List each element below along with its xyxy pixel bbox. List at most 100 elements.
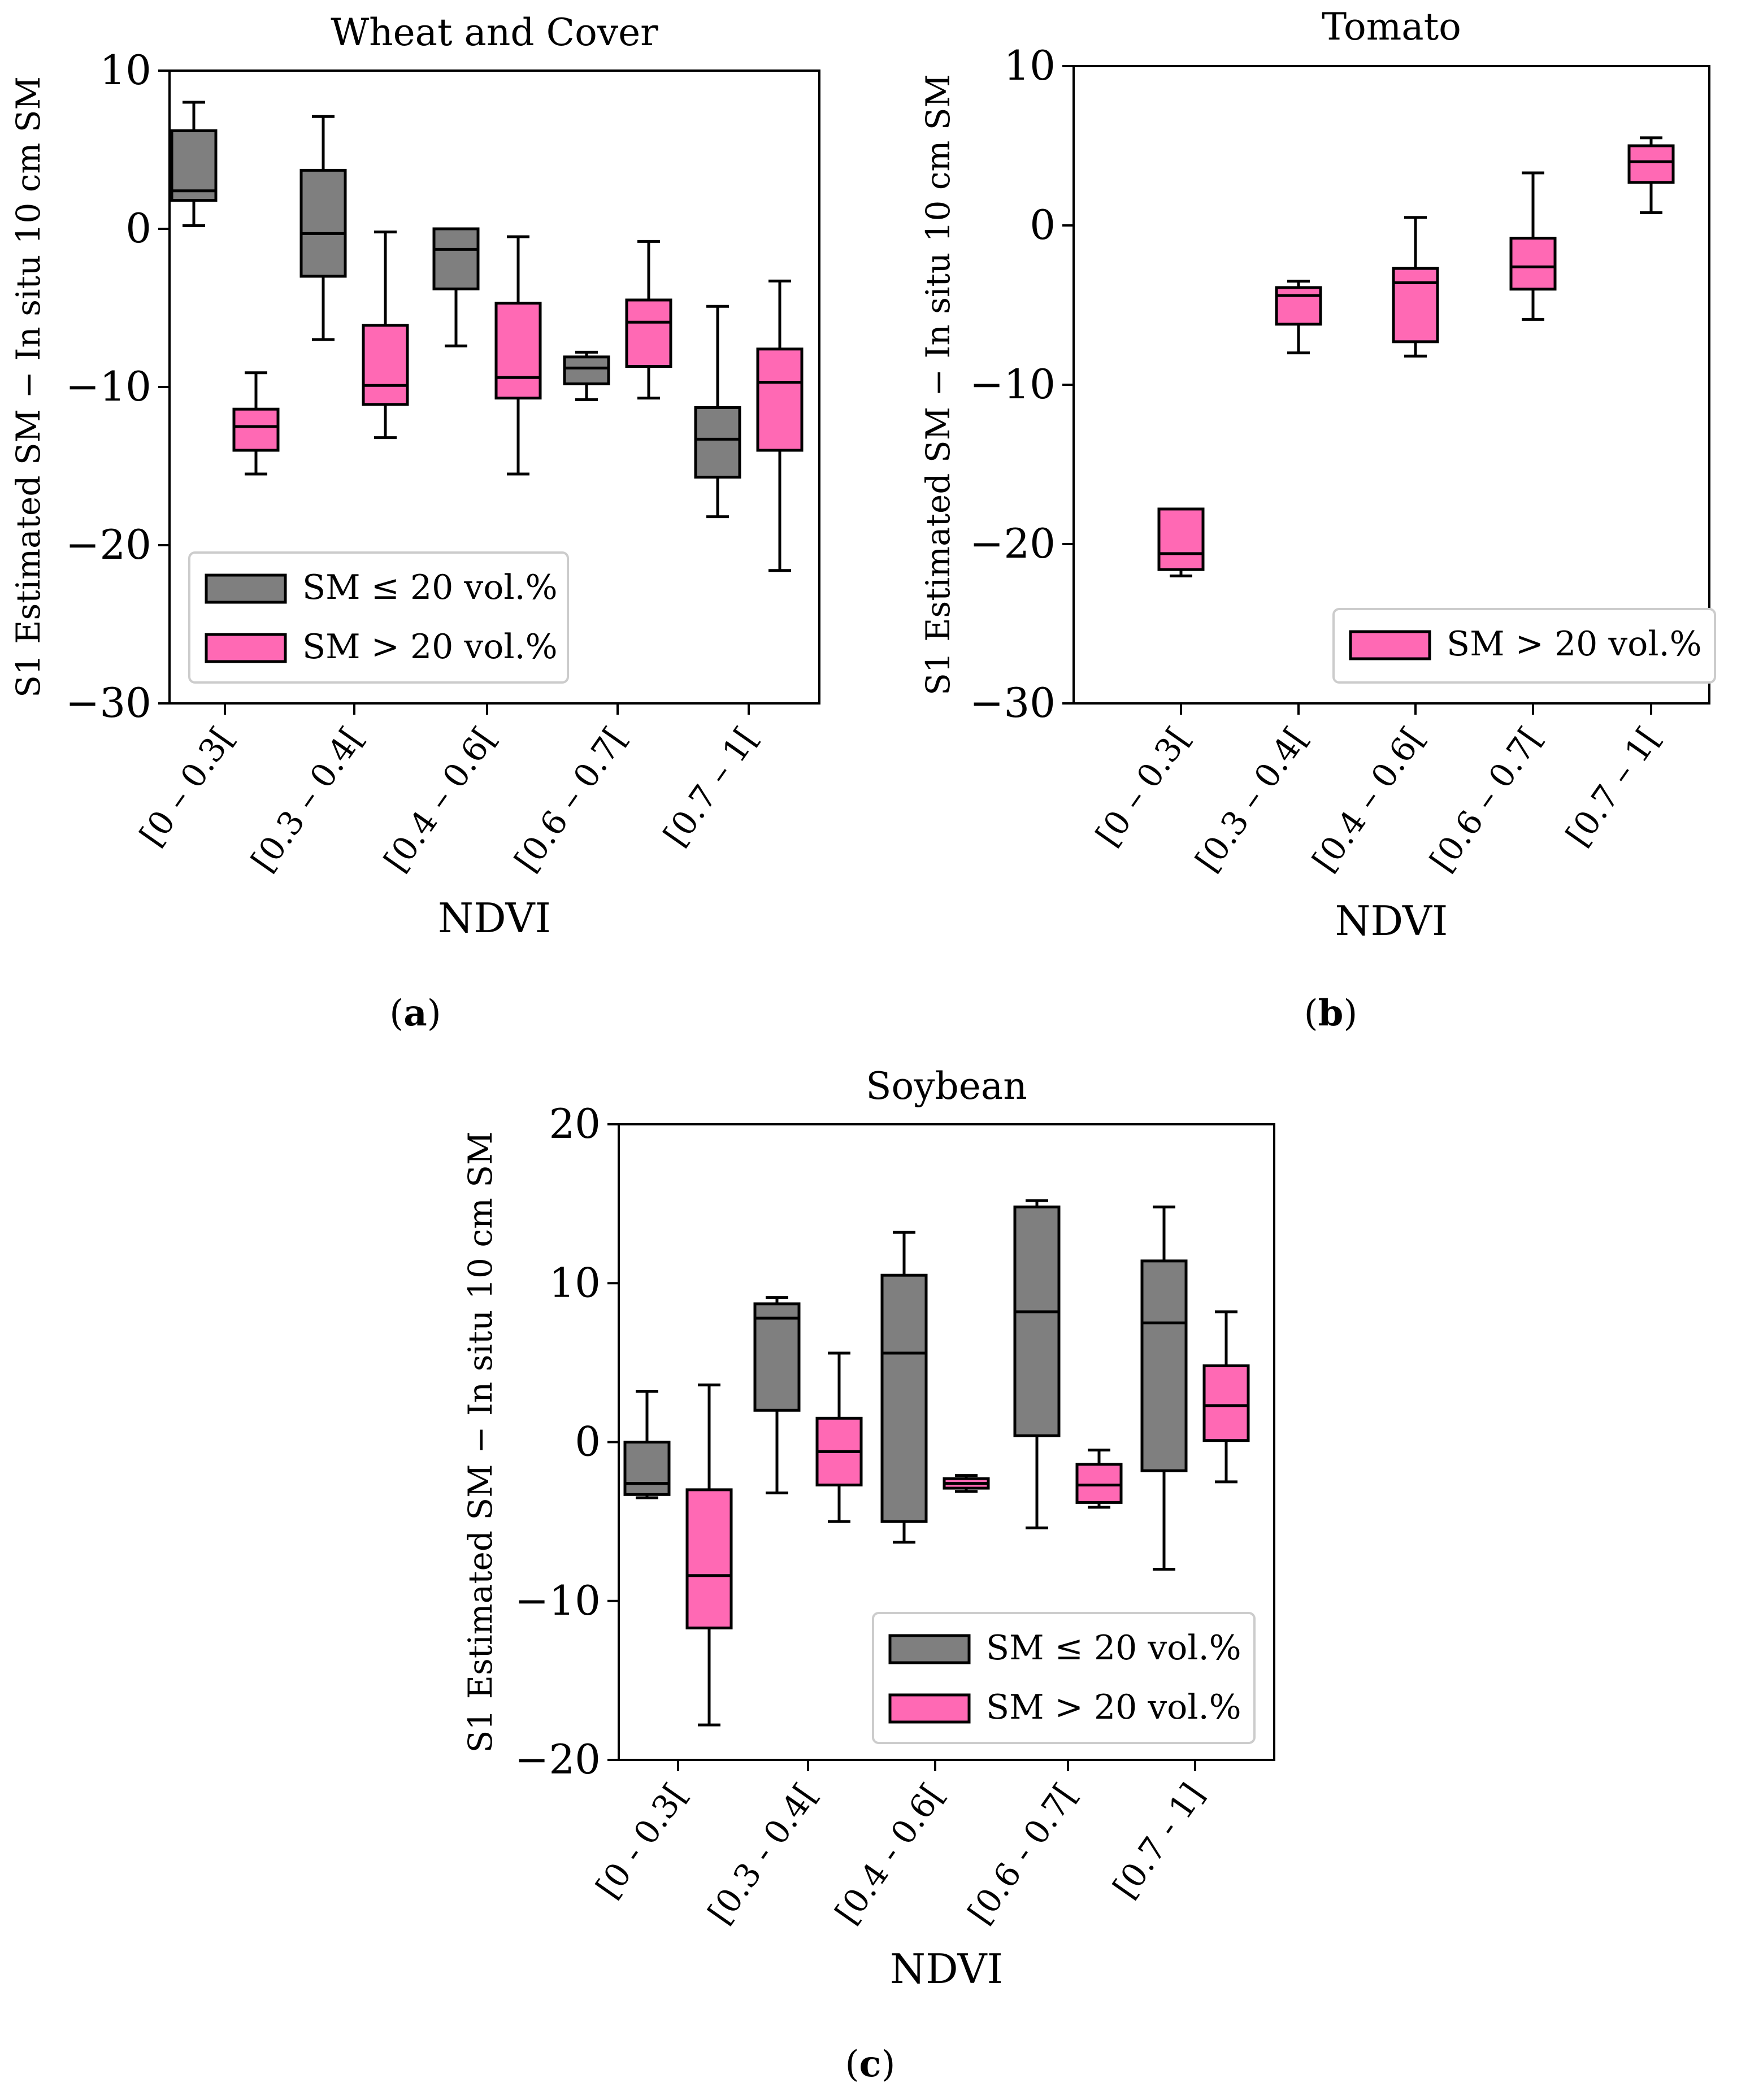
legend: SM ≤ 20 vol.% SM > 20 vol.% — [188, 551, 569, 684]
box-low-0 — [170, 101, 218, 227]
box-iqr — [1013, 1205, 1061, 1437]
legend-swatch-high — [205, 633, 287, 663]
box-iqr — [625, 298, 672, 368]
box-low-4 — [694, 305, 741, 519]
y-tick-label: 10 — [1004, 42, 1056, 89]
caption-paren-close: ) — [1343, 993, 1357, 1034]
y-axis-label: S1 Estimated SM − In situ 10 cm SM — [9, 76, 47, 698]
y-tick-label: −20 — [970, 520, 1056, 567]
box-high-3 — [625, 240, 672, 400]
box-iqr — [623, 1441, 671, 1496]
box-low-2 — [880, 1231, 928, 1544]
legend-label-high: SM > 20 vol.% — [302, 627, 558, 667]
box-high-3 — [1075, 1449, 1123, 1509]
caption-paren-close: ) — [427, 993, 441, 1034]
box-high-3 — [1509, 171, 1557, 321]
box-iqr — [753, 1302, 801, 1412]
caption-letter: c — [859, 2043, 881, 2085]
caption-paren-close: ) — [881, 2044, 895, 2085]
y-axis-label: S1 Estimated SM − In situ 10 cm SM — [919, 74, 957, 695]
box-low-3 — [1013, 1199, 1061, 1529]
caption-paren-open: ( — [845, 2044, 859, 2085]
legend-swatch-high — [1349, 630, 1431, 660]
chart-title: Soybean — [866, 1064, 1027, 1108]
box-iqr — [1509, 237, 1557, 291]
box-low-2 — [432, 227, 480, 347]
y-tick-label: 10 — [549, 1259, 601, 1306]
box-iqr — [1140, 1259, 1188, 1472]
y-tick-label: −10 — [66, 363, 151, 410]
box-low-4 — [1140, 1205, 1188, 1571]
box-iqr — [880, 1273, 928, 1523]
caption-letter: a — [403, 992, 427, 1034]
box-low-0 — [623, 1390, 671, 1499]
box-iqr — [1627, 144, 1675, 184]
box-iqr — [232, 407, 280, 452]
y-axis-label: S1 Estimated SM − In situ 10 cm SM — [461, 1132, 500, 1753]
box-high-4 — [1202, 1310, 1250, 1484]
legend-label-high: SM > 20 vol.% — [986, 1688, 1241, 1727]
box-high-2 — [1392, 216, 1439, 358]
box-high-2 — [943, 1474, 990, 1493]
box-low-1 — [753, 1296, 801, 1494]
box-iqr — [685, 1488, 733, 1630]
box-iqr — [432, 227, 480, 290]
panel-caption: (a) — [389, 992, 441, 1034]
y-tick-label: 20 — [549, 1100, 601, 1147]
plot-frame — [168, 69, 820, 705]
box-iqr — [1392, 267, 1439, 344]
plot-frame — [618, 1123, 1275, 1761]
legend-swatch-low — [888, 1634, 971, 1664]
y-tick-label: 0 — [1030, 201, 1056, 249]
box-iqr — [694, 406, 741, 479]
box-high-0 — [685, 1383, 733, 1727]
x-axis-label: NDVI — [438, 894, 551, 942]
legend: SM ≤ 20 vol.% SM > 20 vol.% — [872, 1612, 1256, 1744]
box-iqr — [299, 168, 347, 278]
legend-label-low: SM ≤ 20 vol.% — [986, 1628, 1241, 1668]
y-tick-label: −10 — [515, 1577, 601, 1624]
legend: SM > 20 vol.% — [1332, 608, 1716, 684]
box-iqr — [756, 347, 804, 452]
box-iqr — [1275, 286, 1322, 326]
y-tick-label: −30 — [970, 679, 1056, 727]
caption-letter: b — [1318, 992, 1344, 1034]
y-tick-label: 0 — [575, 1418, 601, 1466]
box-iqr — [1157, 507, 1205, 571]
y-tick-label: 0 — [125, 205, 151, 252]
y-tick-label: −10 — [970, 360, 1056, 408]
y-tick-label: 10 — [99, 46, 151, 94]
x-axis-label: NDVI — [1335, 897, 1448, 945]
box-iqr — [1075, 1463, 1123, 1504]
box-iqr — [362, 324, 409, 406]
box-iqr — [1202, 1364, 1250, 1442]
legend-frame — [1332, 608, 1716, 684]
box-high-4 — [1627, 136, 1675, 214]
box-high-2 — [494, 235, 542, 476]
box-high-0 — [232, 371, 280, 476]
chart-title: Wheat and Cover — [331, 11, 658, 54]
box-iqr — [494, 302, 542, 400]
panel-caption: (b) — [1304, 992, 1358, 1034]
box-iqr — [170, 129, 218, 202]
box-low-3 — [563, 350, 610, 401]
legend-swatch-high — [888, 1693, 971, 1724]
x-axis-label: NDVI — [890, 1945, 1003, 1993]
y-tick-label: −20 — [515, 1736, 601, 1783]
box-high-1 — [362, 231, 409, 440]
box-high-1 — [815, 1351, 863, 1523]
box-low-1 — [299, 115, 347, 341]
chart-title: Tomato — [1322, 5, 1461, 49]
box-high-4 — [756, 279, 804, 572]
box-high-1 — [1275, 280, 1322, 355]
caption-paren-open: ( — [1304, 993, 1318, 1034]
legend-swatch-low — [205, 573, 287, 604]
box-high-0 — [1157, 507, 1205, 577]
y-tick-label: −20 — [66, 521, 151, 568]
box-iqr — [563, 355, 610, 385]
legend-label-low: SM ≤ 20 vol.% — [302, 568, 558, 607]
y-tick-label: −30 — [66, 679, 151, 727]
plot-frame — [1072, 65, 1710, 705]
